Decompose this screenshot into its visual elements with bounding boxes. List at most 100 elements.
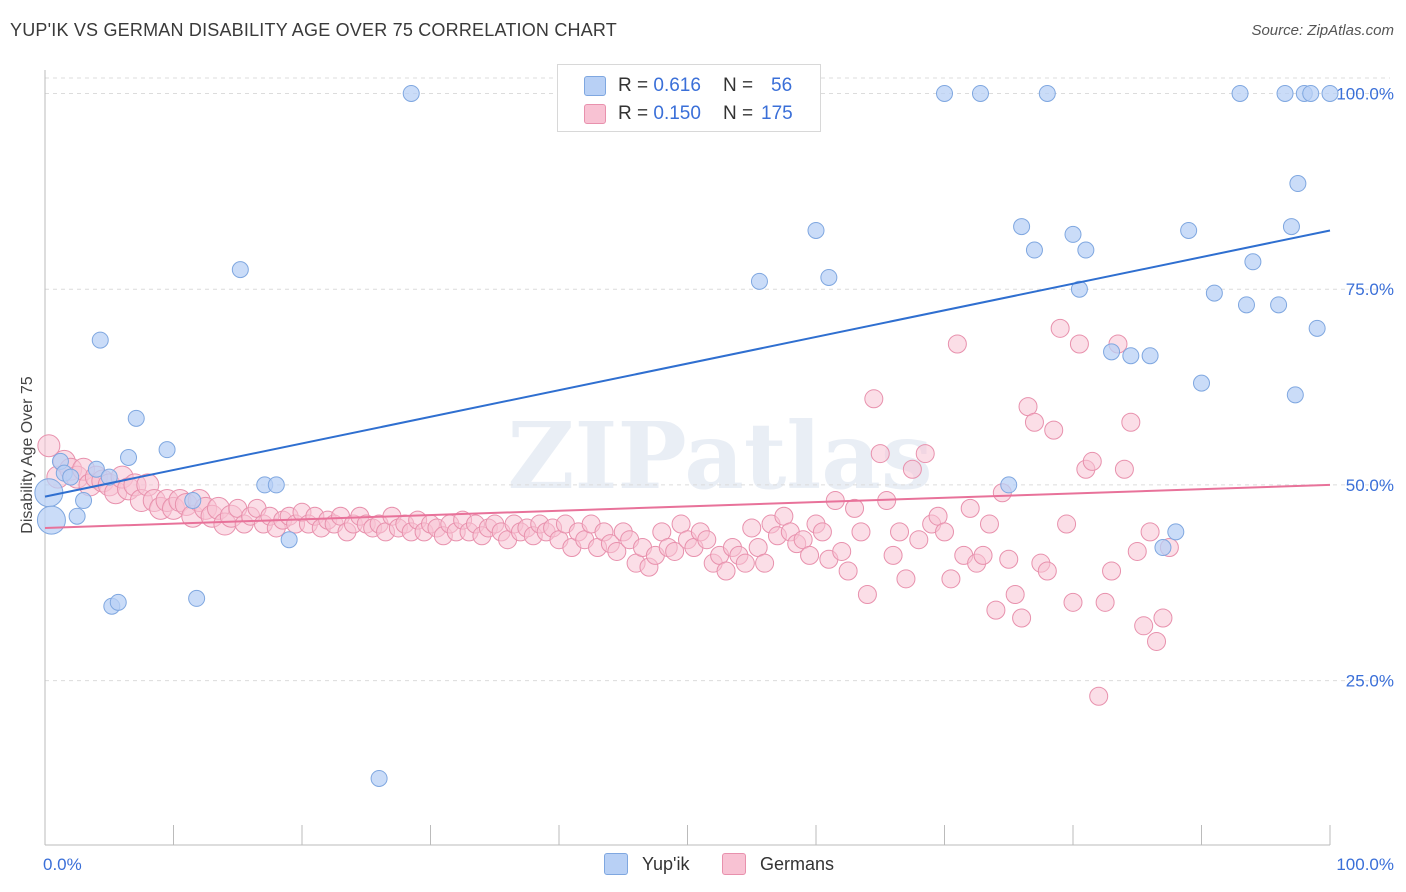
germans-point xyxy=(870,444,890,464)
legend-r-value: 0.616 xyxy=(653,75,701,96)
yupik-point xyxy=(370,769,388,787)
yupik-point xyxy=(1205,284,1223,302)
germans-point xyxy=(1102,561,1122,581)
yupik-point xyxy=(1064,225,1082,243)
yupik-point xyxy=(1231,84,1249,102)
yupik-point xyxy=(267,476,285,494)
yupik-point xyxy=(1276,84,1294,102)
germans-point xyxy=(857,584,877,604)
yupik-point xyxy=(1141,347,1159,365)
y-tick-label: 75.0% xyxy=(1346,280,1394,299)
germans-point xyxy=(755,553,775,573)
germans-point xyxy=(864,389,884,409)
yupik-point xyxy=(120,449,138,466)
germans-point xyxy=(1140,522,1160,542)
y-tick-label: 25.0% xyxy=(1346,672,1394,691)
legend-r-value: 0.150 xyxy=(653,103,701,124)
legend-r-label: R = xyxy=(618,75,649,96)
legend-row-germans: R = 0.150 N = 175 xyxy=(584,101,793,127)
germans-point xyxy=(1044,420,1064,440)
yupik-point xyxy=(1321,84,1339,102)
yupik-point xyxy=(971,84,989,102)
germans-point xyxy=(607,541,627,561)
legend-row-yupik: R = 0.616 N = 56 xyxy=(584,73,792,99)
yupik-point xyxy=(36,505,66,535)
germans-point xyxy=(1082,451,1102,471)
germans-point xyxy=(915,444,935,464)
legend-n-value: 175 xyxy=(761,103,793,124)
y-tick-label: 100.0% xyxy=(1336,84,1394,103)
x-tick-label: 100.0% xyxy=(1336,855,1394,874)
germans-point xyxy=(1127,541,1147,561)
yupik-point xyxy=(280,531,298,549)
yupik-point xyxy=(100,468,118,486)
germans-point xyxy=(851,522,871,542)
yupik-point xyxy=(1193,374,1210,392)
legend-swatch-yupik xyxy=(584,76,606,96)
yupik-point xyxy=(1286,386,1304,404)
legend-swatch-germans xyxy=(584,104,606,124)
yupik-point xyxy=(1270,296,1288,314)
germans-point xyxy=(665,541,685,561)
germans-point xyxy=(800,545,820,565)
germans-point xyxy=(890,522,910,542)
germans-point xyxy=(1147,631,1167,651)
germans-point xyxy=(37,434,61,458)
germans-point xyxy=(1037,561,1057,581)
legend-n-label: N = xyxy=(722,75,754,96)
yupik-point xyxy=(820,268,838,286)
bottom-legend-swatch-germans xyxy=(722,853,746,875)
germans-point xyxy=(1121,412,1141,432)
yupik-point xyxy=(1077,241,1095,259)
germans-point xyxy=(697,530,717,550)
germans-point xyxy=(1134,616,1154,636)
germans-point xyxy=(1024,412,1044,432)
germans-point xyxy=(902,459,922,479)
germans-point xyxy=(845,498,865,518)
legend-n-label: N = xyxy=(722,103,754,124)
germans-point xyxy=(832,541,852,561)
bottom-legend-yupik: Yup'ik xyxy=(604,851,689,877)
germans-point xyxy=(909,530,929,550)
yupik-point xyxy=(1180,221,1198,239)
yupik-point xyxy=(127,409,145,427)
legend-n-value: 56 xyxy=(771,75,793,96)
germans-point xyxy=(735,553,755,573)
germans-trend-line xyxy=(44,483,1331,529)
germans-point xyxy=(1050,318,1070,338)
yupik-point xyxy=(87,460,105,478)
yupik-point xyxy=(188,589,206,607)
germans-point xyxy=(999,549,1019,569)
germans-point xyxy=(896,569,916,589)
yupik-point xyxy=(34,478,64,508)
germans-point xyxy=(742,518,762,538)
yupik-point xyxy=(1013,218,1031,236)
bottom-legend-label-yupik: Yup'ik xyxy=(642,853,690,874)
germans-point xyxy=(1114,459,1134,479)
bottom-legend-label-germans: Germans xyxy=(760,853,835,874)
yupik-point xyxy=(158,441,176,459)
germans-point xyxy=(716,561,736,581)
germans-point xyxy=(1063,592,1083,612)
yupik-point xyxy=(1167,523,1185,541)
yupik-point xyxy=(1025,241,1043,259)
germans-point xyxy=(973,545,993,565)
yupik-point xyxy=(1237,296,1255,314)
stats-legend: R = 0.616 N = 56 R = 0.150 N = 175 xyxy=(557,64,821,132)
yupik-point xyxy=(1070,280,1088,298)
germans-point xyxy=(812,522,832,542)
bottom-legend-germans: Germans xyxy=(722,851,834,877)
source-label: Source: ZipAtlas.com xyxy=(1251,22,1394,39)
germans-point xyxy=(838,561,858,581)
yupik-point xyxy=(68,507,86,525)
germans-point xyxy=(941,569,961,589)
germans-point xyxy=(986,600,1006,620)
yupik-point xyxy=(402,84,420,102)
germans-point xyxy=(883,545,903,565)
yupik-point xyxy=(1302,84,1320,102)
germans-point xyxy=(1069,334,1089,354)
yupik-point xyxy=(231,261,249,279)
germans-point xyxy=(1095,592,1115,612)
x-tick-label: 0.0% xyxy=(43,855,82,874)
